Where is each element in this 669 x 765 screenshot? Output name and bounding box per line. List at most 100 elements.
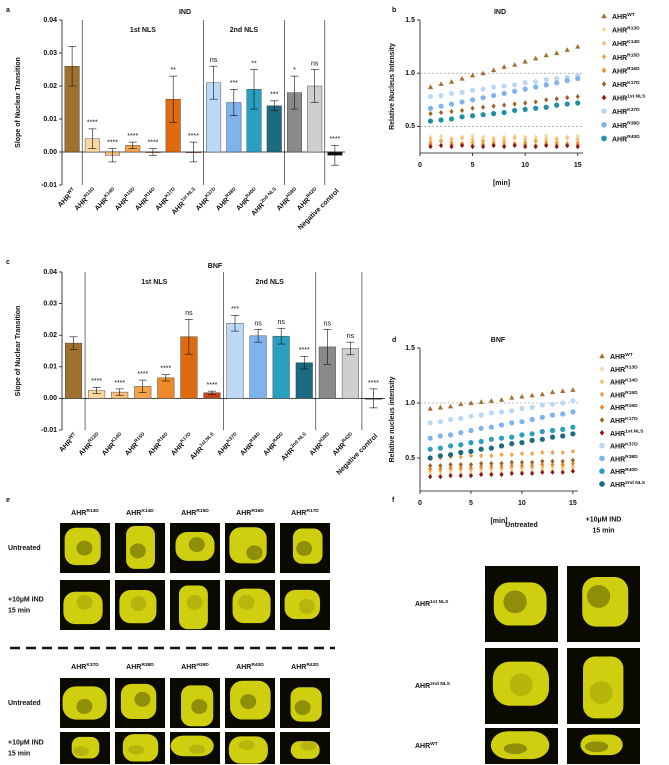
legend-label-base: AHR xyxy=(610,354,625,361)
row-label: +10µM IND xyxy=(8,596,44,603)
data-point xyxy=(509,408,515,414)
row-label-base: AHR xyxy=(415,601,430,608)
legend-label-base: AHR xyxy=(610,418,625,425)
legend-label-base: AHR xyxy=(610,482,625,489)
data-point xyxy=(437,453,443,459)
data-point xyxy=(459,107,465,114)
row-label: AHR2nd NLS xyxy=(415,681,451,690)
data-point xyxy=(498,409,505,415)
data-point xyxy=(544,142,549,149)
data-point xyxy=(509,470,514,476)
data-point xyxy=(509,459,514,465)
data-point xyxy=(522,106,528,112)
column-header-base: AHR xyxy=(181,510,196,517)
x-tick-label: 10 xyxy=(521,162,529,169)
x-tick-label-sup: 2nd NLS xyxy=(260,186,279,205)
data-point xyxy=(449,136,454,142)
x-tick-label-sup: R16D xyxy=(144,186,157,199)
significance: *** xyxy=(230,80,238,87)
data-point xyxy=(560,388,566,393)
legend-marker xyxy=(601,122,607,128)
x-tick-label-sup: R16D xyxy=(157,431,170,444)
legend-label-base: AHR xyxy=(612,14,627,21)
data-point xyxy=(468,400,474,406)
data-point xyxy=(481,134,486,140)
legend-marker xyxy=(601,135,607,142)
data-point xyxy=(519,432,525,438)
group-label: 1st NLS xyxy=(130,27,156,34)
data-point xyxy=(458,442,464,448)
legend-label-sup: R38D xyxy=(625,454,638,460)
data-point xyxy=(509,463,514,469)
legend-label-sup: R15D xyxy=(625,390,638,396)
data-point xyxy=(427,118,434,124)
nucleus xyxy=(186,594,203,610)
row-label: +10µM IND xyxy=(8,739,44,746)
data-point xyxy=(491,67,497,73)
column-header: AHRR17D xyxy=(291,508,319,517)
significance: ns xyxy=(324,320,332,327)
data-point xyxy=(498,422,505,428)
column-header-base: AHR xyxy=(71,664,86,671)
x-tick-label: 5 xyxy=(471,162,475,169)
legend-label-base: AHR xyxy=(612,123,627,130)
panel-label: a xyxy=(6,7,10,14)
data-point xyxy=(570,464,575,470)
significance: ns xyxy=(311,60,319,67)
significance: ns xyxy=(185,310,193,317)
data-point xyxy=(519,405,525,412)
x-tick-label-sup: K14D xyxy=(110,431,123,444)
data-point xyxy=(522,80,528,86)
bar xyxy=(249,335,267,399)
data-point xyxy=(428,466,433,472)
nucleus xyxy=(586,585,611,608)
data-point xyxy=(529,416,535,423)
data-point xyxy=(560,449,565,456)
data-point xyxy=(458,415,464,421)
data-point xyxy=(502,144,507,150)
data-point xyxy=(509,434,515,440)
chart-title: IND xyxy=(179,9,191,16)
data-point xyxy=(491,136,496,142)
data-point xyxy=(575,144,580,150)
chart-title: BNF xyxy=(491,337,506,344)
x-tick-label: AHRR16D xyxy=(146,431,172,457)
data-point xyxy=(447,443,454,449)
data-point xyxy=(564,78,570,84)
data-point xyxy=(438,142,444,149)
data-point xyxy=(549,389,556,395)
data-point xyxy=(489,464,494,470)
panel-label: c xyxy=(6,259,10,266)
legend-label-sup: R13D xyxy=(625,365,638,371)
data-point xyxy=(491,84,497,90)
column-header: AHRR15D xyxy=(181,508,209,517)
row-label: AHRWT xyxy=(415,741,438,750)
data-point xyxy=(468,453,474,459)
data-point xyxy=(512,107,518,114)
x-tick-label: AHRH39D xyxy=(307,431,333,457)
y-tick-label: 0.00 xyxy=(43,395,57,402)
legend-label: AHRK37D xyxy=(610,442,638,451)
significance: **** xyxy=(188,133,199,140)
data-point xyxy=(438,463,443,469)
significance: *** xyxy=(270,92,278,99)
x-tick-label: Negative control xyxy=(335,433,379,477)
data-point xyxy=(447,416,454,423)
data-point xyxy=(427,405,433,411)
data-point xyxy=(449,108,454,115)
legend-label: AHRWT xyxy=(612,12,635,21)
data-point xyxy=(550,458,555,464)
legend-label-base: AHR xyxy=(612,95,627,102)
data-point xyxy=(575,100,581,106)
y-tick-label: 0.5 xyxy=(405,123,415,130)
data-point xyxy=(529,431,535,437)
x-tick-label-sup: H39D xyxy=(285,186,298,199)
legend-label: AHRK17D xyxy=(610,416,638,425)
data-point xyxy=(501,109,507,116)
legend-marker xyxy=(599,455,605,462)
nucleus xyxy=(246,545,263,561)
legend-label: AHRR13D xyxy=(612,26,640,35)
nucleus xyxy=(503,590,527,614)
legend-label-sup: R15D xyxy=(627,53,640,59)
data-point xyxy=(539,429,545,435)
